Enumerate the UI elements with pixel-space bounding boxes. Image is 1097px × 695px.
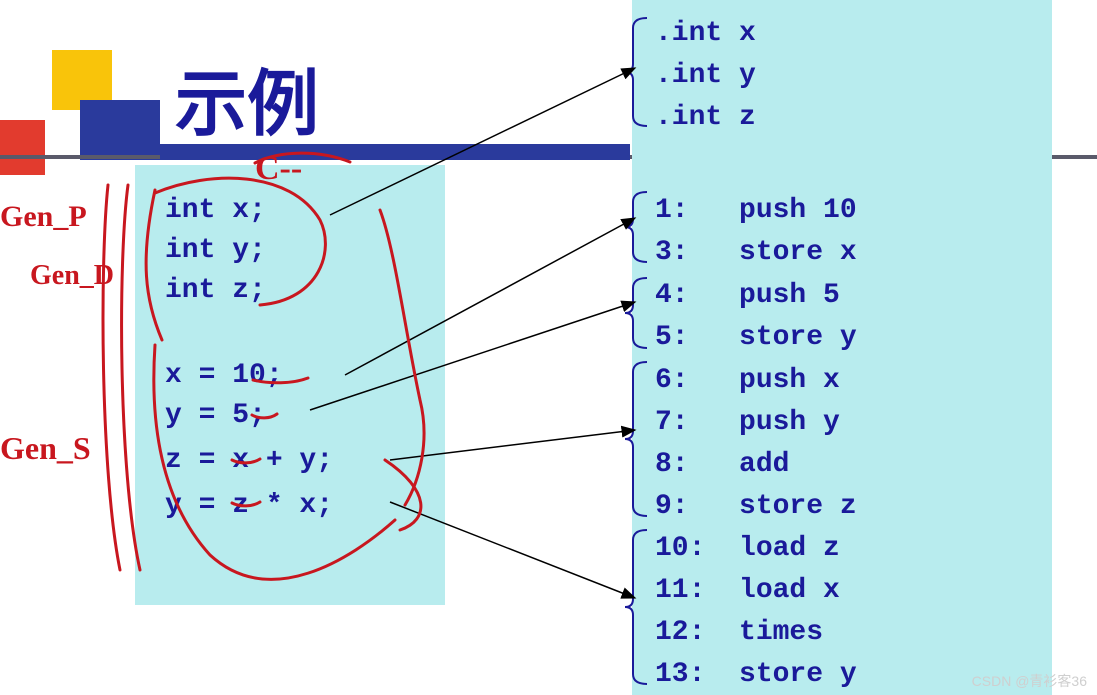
annotation-1: Gen_D [30, 260, 114, 292]
target-decl-1: .int y [655, 60, 756, 91]
target-instr-7: 9: store z [655, 491, 857, 522]
diagram-stage: 示例 int x; int y; int z; x = 10; y = 5; z = x … [0, 0, 1097, 695]
source-line-6: y = z * x; [165, 490, 333, 521]
source-line-3: x = 10; [165, 360, 283, 391]
target-instr-11: 13: store y [655, 659, 857, 690]
target-decl-0: .int x [655, 18, 756, 49]
target-instr-1: 3: store x [655, 237, 857, 268]
target-instr-10: 12: times [655, 617, 823, 648]
source-line-1: int y; [165, 235, 266, 266]
target-instr-8: 10: load z [655, 533, 840, 564]
target-instr-4: 6: push x [655, 365, 840, 396]
page-title: 示例 [175, 45, 319, 150]
annotation-0: Gen_P [0, 200, 87, 234]
target-instr-5: 7: push y [655, 407, 840, 438]
source-line-2: int z; [165, 275, 266, 306]
source-line-0: int x; [165, 195, 266, 226]
target-instr-3: 5: store y [655, 322, 857, 353]
target-instr-9: 11: load x [655, 575, 840, 606]
target-decl-2: .int z [655, 102, 756, 133]
source-line-4: y = 5; [165, 400, 266, 431]
logo-red [0, 120, 45, 175]
source-line-5: z = x + y; [165, 445, 333, 476]
annotation-2: Gen_S [0, 430, 91, 467]
target-instr-6: 8: add [655, 449, 789, 480]
target-instr-0: 1: push 10 [655, 195, 857, 226]
watermark: CSDN @青衫客36 [972, 671, 1087, 691]
target-instr-2: 4: push 5 [655, 280, 840, 311]
logo-blue-square [80, 100, 160, 160]
annotation-3: C-- [255, 150, 302, 188]
